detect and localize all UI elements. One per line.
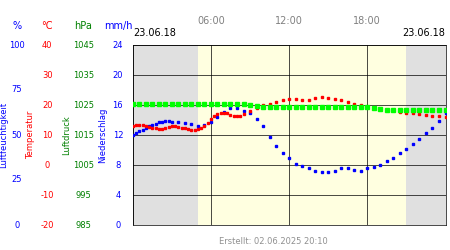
Text: Luftfeuchtigkeit: Luftfeuchtigkeit (0, 102, 8, 168)
Text: 23.06.18: 23.06.18 (403, 28, 446, 38)
Text: mm/h: mm/h (104, 21, 132, 31)
Text: Niederschlag: Niederschlag (98, 107, 107, 163)
Text: 30: 30 (42, 70, 53, 80)
Text: 12:00: 12:00 (275, 16, 303, 26)
Text: 16: 16 (112, 100, 123, 110)
Text: 1035: 1035 (73, 70, 94, 80)
Text: 0: 0 (14, 220, 20, 230)
Text: 50: 50 (12, 130, 22, 140)
Text: Temperatur: Temperatur (26, 111, 35, 159)
Text: 20: 20 (112, 70, 123, 80)
Text: 40: 40 (42, 40, 53, 50)
Text: 25: 25 (12, 176, 22, 184)
Text: 0: 0 (115, 220, 121, 230)
Text: 995: 995 (76, 190, 91, 200)
Text: 18:00: 18:00 (353, 16, 381, 26)
Text: 1025: 1025 (73, 100, 94, 110)
Text: 1015: 1015 (73, 130, 94, 140)
Text: °C: °C (41, 21, 53, 31)
Text: 100: 100 (9, 40, 25, 50)
Text: 8: 8 (115, 160, 121, 170)
Text: %: % (13, 21, 22, 31)
Text: 20: 20 (42, 100, 53, 110)
Bar (198, 45, 406, 225)
Text: 10: 10 (42, 130, 53, 140)
Text: hPa: hPa (74, 21, 92, 31)
Text: 75: 75 (12, 86, 22, 94)
Text: 06:00: 06:00 (197, 16, 225, 26)
Text: 24: 24 (112, 40, 123, 50)
Text: 23.06.18: 23.06.18 (133, 28, 176, 38)
Text: 985: 985 (75, 220, 91, 230)
Text: -10: -10 (40, 190, 54, 200)
Text: 1045: 1045 (73, 40, 94, 50)
Text: Luftdruck: Luftdruck (62, 115, 71, 155)
Bar (406, 45, 446, 225)
Text: 12: 12 (112, 130, 123, 140)
Text: 4: 4 (115, 190, 121, 200)
Bar (133, 45, 198, 225)
Text: Erstellt: 02.06.2025 20:10: Erstellt: 02.06.2025 20:10 (219, 238, 328, 246)
Text: -20: -20 (40, 220, 54, 230)
Text: 0: 0 (45, 160, 50, 170)
Text: 1005: 1005 (73, 160, 94, 170)
